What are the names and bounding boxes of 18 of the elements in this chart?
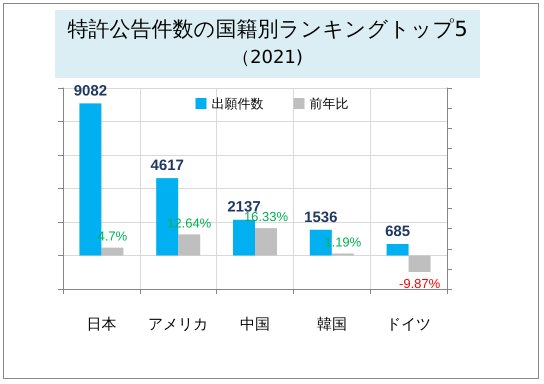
bar (101, 248, 124, 256)
x-tick-label: ドイツ (386, 316, 432, 333)
data-label: -9.87% (399, 276, 441, 292)
bar (178, 234, 200, 256)
x-tick-label: 韓国 (316, 316, 347, 333)
x-tick-label: 日本 (86, 316, 116, 333)
legend-label: 前年比 (310, 96, 348, 111)
data-label: 4617 (150, 157, 184, 174)
chart-subtitle: （2021) (231, 46, 304, 70)
bar (408, 256, 431, 272)
legend-label: 出願件数 (212, 96, 264, 111)
bar (386, 244, 409, 256)
data-label: 1536 (304, 208, 338, 226)
data-label: 9082 (74, 82, 108, 100)
data-label: 685 (385, 223, 410, 240)
x-tick-label: アメリカ (148, 316, 208, 333)
chart-title: 特許公告件数の国籍別ランキングトップ5 (66, 16, 469, 43)
x-tick-label: 中国 (240, 316, 270, 333)
